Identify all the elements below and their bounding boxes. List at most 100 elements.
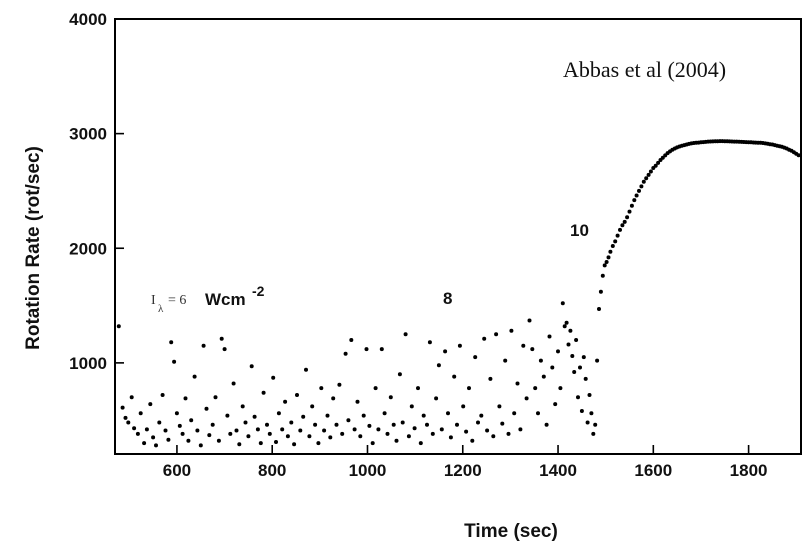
data-point bbox=[425, 422, 429, 427]
data-point bbox=[403, 332, 408, 337]
data-point bbox=[434, 396, 439, 401]
data-point bbox=[591, 431, 596, 436]
data-point bbox=[566, 342, 571, 347]
data-point bbox=[154, 443, 158, 448]
data-point bbox=[476, 420, 480, 425]
data-point bbox=[416, 386, 420, 391]
intensity-unit: Wcm bbox=[205, 290, 246, 309]
data-point bbox=[192, 374, 197, 379]
data-point bbox=[379, 347, 384, 352]
data-point bbox=[418, 441, 423, 446]
data-point bbox=[283, 399, 288, 404]
data-point bbox=[541, 374, 546, 379]
data-point bbox=[632, 198, 637, 203]
data-point bbox=[116, 324, 121, 329]
data-point bbox=[500, 421, 505, 426]
data-point bbox=[271, 375, 276, 380]
data-point bbox=[604, 260, 609, 264]
data-point bbox=[503, 358, 508, 363]
data-point bbox=[280, 427, 285, 432]
data-point bbox=[207, 433, 212, 438]
data-point bbox=[400, 420, 405, 425]
data-point bbox=[602, 263, 607, 268]
data-point bbox=[412, 426, 417, 431]
data-point bbox=[485, 428, 490, 433]
data-point bbox=[148, 402, 153, 407]
x-axis-title: Time (sec) bbox=[464, 521, 558, 542]
data-point bbox=[276, 411, 281, 416]
data-points bbox=[116, 139, 801, 448]
data-point bbox=[301, 414, 306, 419]
data-point bbox=[255, 427, 260, 432]
data-point bbox=[186, 438, 191, 443]
data-point bbox=[331, 396, 336, 401]
data-point bbox=[579, 409, 584, 413]
data-point bbox=[346, 418, 351, 423]
data-point bbox=[644, 176, 649, 181]
data-point bbox=[656, 160, 661, 165]
data-point bbox=[530, 347, 535, 352]
data-point bbox=[322, 428, 327, 433]
data-point bbox=[556, 349, 560, 354]
data-point bbox=[222, 347, 227, 352]
data-point bbox=[436, 363, 441, 368]
data-point bbox=[446, 411, 450, 416]
data-point bbox=[316, 441, 321, 446]
data-point bbox=[135, 431, 140, 436]
data-point bbox=[544, 422, 549, 427]
data-point bbox=[385, 431, 390, 436]
data-point bbox=[166, 437, 171, 442]
data-point bbox=[625, 215, 630, 220]
data-point bbox=[352, 427, 357, 432]
data-point bbox=[506, 431, 511, 436]
data-point bbox=[589, 411, 594, 416]
y-tick-label: 3000 bbox=[69, 125, 107, 144]
data-point bbox=[488, 376, 493, 381]
data-point bbox=[448, 435, 453, 440]
x-tick-label: 1400 bbox=[539, 461, 577, 480]
x-tick-label: 1800 bbox=[730, 461, 768, 480]
data-point bbox=[295, 393, 299, 397]
data-point bbox=[258, 441, 263, 446]
data-point bbox=[568, 328, 573, 333]
data-point bbox=[648, 169, 653, 174]
data-point bbox=[615, 233, 620, 238]
data-point bbox=[521, 343, 526, 348]
data-point bbox=[558, 386, 563, 391]
data-point bbox=[213, 395, 218, 400]
data-point bbox=[298, 428, 303, 433]
data-point bbox=[328, 435, 333, 440]
data-point bbox=[349, 338, 354, 342]
data-point bbox=[464, 429, 469, 434]
y-tick-label: 1000 bbox=[69, 354, 107, 373]
data-point bbox=[265, 422, 269, 427]
data-point bbox=[210, 422, 215, 427]
data-point bbox=[491, 434, 496, 439]
data-point bbox=[358, 434, 363, 439]
data-point bbox=[494, 332, 499, 337]
data-point bbox=[394, 438, 399, 443]
intensity-equals: = 6 bbox=[168, 293, 186, 308]
data-point bbox=[307, 434, 312, 439]
data-point bbox=[361, 413, 366, 418]
label-8: 8 bbox=[443, 289, 452, 308]
data-point bbox=[455, 422, 459, 427]
data-point bbox=[467, 386, 471, 391]
data-point bbox=[285, 434, 290, 439]
data-point bbox=[364, 347, 369, 352]
data-point bbox=[340, 431, 345, 436]
data-point bbox=[157, 420, 162, 425]
data-point bbox=[610, 244, 615, 248]
data-point bbox=[627, 209, 632, 214]
intensity-subscript: λ bbox=[158, 303, 164, 315]
plot-frame bbox=[114, 18, 802, 455]
data-point bbox=[123, 415, 128, 420]
data-point bbox=[637, 188, 641, 193]
data-point bbox=[216, 438, 221, 443]
data-point bbox=[581, 355, 586, 360]
data-point bbox=[452, 374, 457, 379]
data-point bbox=[382, 411, 387, 416]
data-point bbox=[261, 390, 266, 395]
data-point bbox=[608, 249, 613, 254]
data-point bbox=[606, 255, 611, 260]
